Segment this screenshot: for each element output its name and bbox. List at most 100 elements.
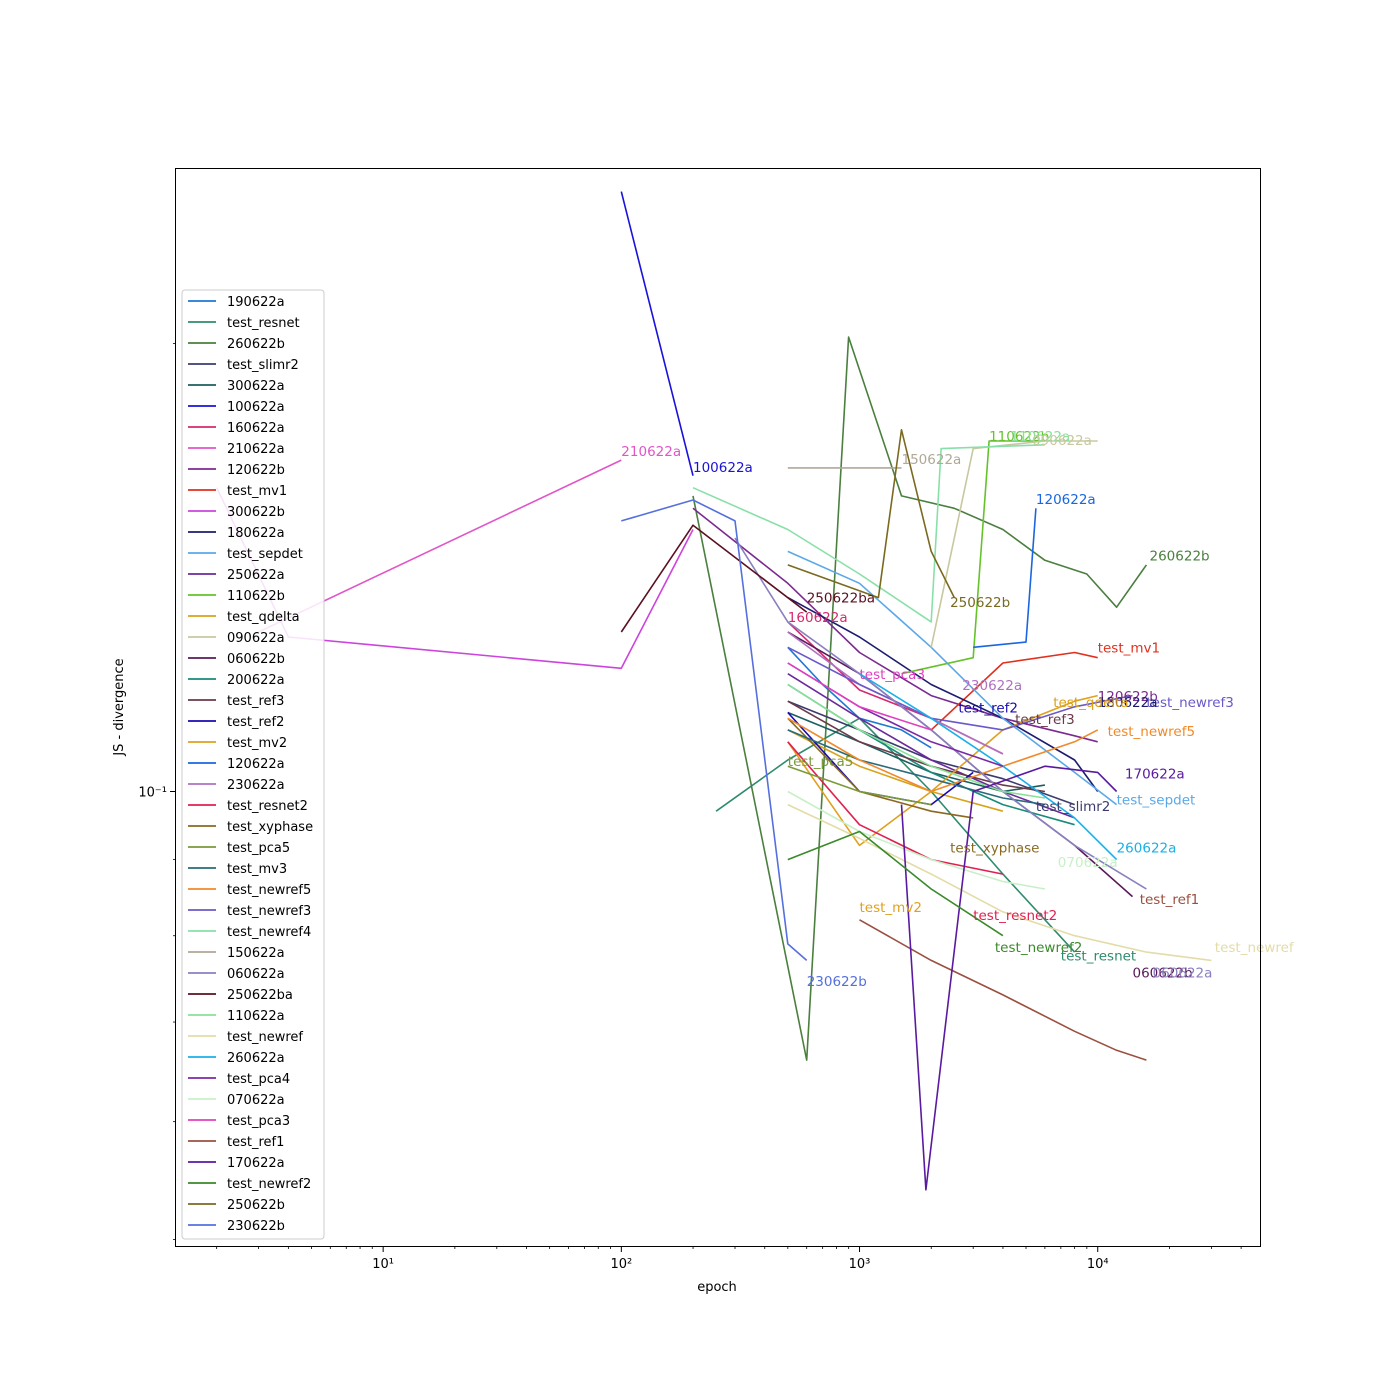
annotation-110622b: 110622b — [989, 429, 1049, 445]
annotation-test-newref3: test_newref3 — [1146, 695, 1233, 711]
y-axis: 10⁻¹ — [138, 343, 176, 1240]
legend-entry-110622b: 110622b — [188, 589, 285, 604]
legend-label: 300622b — [227, 505, 285, 520]
legend-label: test_mv1 — [227, 484, 287, 499]
legend-label: 060622a — [227, 967, 285, 982]
legend-label: 100622a — [227, 400, 285, 415]
legend-entry-test-resnet: test_resnet — [188, 316, 300, 331]
legend-label: test_resnet2 — [227, 799, 308, 814]
legend: 190622a test_resnet 260622b test_slimr2 3006… — [181, 289, 325, 1240]
annotation-120622b: 120622b — [1098, 689, 1158, 705]
legend-entry-060622b: 060622b — [188, 652, 285, 667]
series-line-250622ba — [620, 524, 808, 633]
legend-label: test_qdelta — [227, 610, 300, 625]
annotation-230622a: 230622a — [962, 678, 1022, 694]
legend-label: test_mv2 — [227, 736, 287, 751]
legend-label: 120622a — [227, 757, 285, 772]
annotation-test-mv2: test_mv2 — [860, 900, 922, 916]
legend-label: 260622a — [227, 1051, 285, 1066]
annotation-test-resnet2: test_resnet2 — [973, 908, 1057, 924]
legend-label: test_xyphase — [227, 820, 313, 835]
legend-entry-test-slimr2: test_slimr2 — [188, 358, 299, 373]
legend-label: test_ref1 — [227, 1135, 284, 1150]
legend-label: test_ref3 — [227, 694, 284, 709]
series-line-test-pca5 — [787, 765, 932, 806]
legend-entry-230622b: 230622b — [188, 1219, 285, 1234]
series-line-test-resnet — [715, 717, 1076, 953]
legend-entry-210622a: 210622a — [188, 442, 285, 457]
legend-entry-test-sepdet: test_sepdet — [188, 547, 303, 562]
plot-frame — [175, 168, 1261, 1247]
y-axis-label: JS - divergence — [112, 658, 127, 756]
annotation-260622b: 260622b — [1150, 548, 1210, 564]
series-line-test-qdelta — [787, 729, 1004, 812]
legend-label: test_newref3 — [227, 904, 311, 919]
series-line-test-newref — [787, 803, 1212, 962]
legend-label: test_pca3 — [227, 1114, 290, 1129]
legend-label: 210622a — [227, 442, 285, 457]
legend-label: 250622a — [227, 568, 285, 583]
legend-entry-test-ref3: test_ref3 — [188, 694, 284, 709]
series-line-110622a — [787, 683, 1046, 799]
legend-entry-test-pca4: test_pca4 — [188, 1072, 290, 1087]
legend-entry-test-newref3: test_newref3 — [188, 904, 311, 919]
series-line-test-newref3 — [787, 646, 1133, 731]
annotation-test-ref1: test_ref1 — [1140, 892, 1200, 908]
legend-entry-test-qdelta: test_qdelta — [188, 610, 300, 625]
series-line-180622a — [787, 596, 1099, 792]
x-axis-label: epoch — [697, 1280, 737, 1295]
series-line-250622b — [787, 428, 956, 599]
x-tick-label: 10¹ — [372, 1257, 394, 1272]
legend-entry-120622a: 120622a — [188, 757, 285, 772]
annotation-170622a: 170622a — [1125, 767, 1185, 783]
annotation-120622a: 120622a — [1036, 492, 1096, 508]
legend-label: 110622a — [227, 1009, 285, 1024]
annotation-070622a: 070622a — [1058, 855, 1118, 871]
series-line-120622a — [973, 508, 1037, 649]
annotation-test-mv1: test_mv1 — [1098, 641, 1160, 657]
legend-label: 090622a — [227, 631, 285, 646]
legend-label: 110622b — [227, 589, 285, 604]
annotation-layer: 210622a 100622a 150622a 110622b110622a09062… — [621, 429, 1295, 990]
series-line-test-newref4 — [692, 444, 1045, 623]
annotation-230622b: 230622b — [807, 974, 867, 990]
legend-label: test_pca4 — [227, 1072, 290, 1087]
legend-entry-260622a: 260622a — [188, 1051, 285, 1066]
x-tick-label: 10⁴ — [1087, 1257, 1109, 1272]
legend-frame — [181, 289, 325, 1240]
annotation-060622b: 060622b — [1133, 965, 1193, 981]
annotation-180622a: 180622a — [1098, 695, 1158, 711]
legend-entry-100622a: 100622a — [188, 400, 285, 415]
legend-entry-170622a: 170622a — [188, 1156, 285, 1171]
x-tick-label: 10³ — [849, 1257, 871, 1272]
legend-entry-test-pca3: test_pca3 — [188, 1114, 290, 1129]
series-line-100622a — [620, 191, 694, 476]
legend-label: test_sepdet — [227, 547, 303, 562]
annotation-090622a: 090622a — [1032, 433, 1092, 449]
legend-entry-test-newref: test_newref — [188, 1030, 303, 1045]
series-line-test-pca3 — [787, 662, 932, 731]
legend-items: 190622a test_resnet 260622b test_slimr2 3006… — [188, 295, 313, 1234]
legend-label: 120622b — [227, 463, 285, 478]
annotation-210622a: 210622a — [621, 444, 681, 460]
legend-entry-180622a: 180622a — [188, 526, 285, 541]
series-line-test-mv1 — [930, 651, 1098, 731]
annotation-test-qdelta: test_qdelta — [1053, 695, 1128, 711]
legend-label: 250622b — [227, 1198, 285, 1213]
annotation-250622b: 250622b — [950, 595, 1010, 611]
legend-entry-test-newref5: test_newref5 — [188, 883, 311, 898]
legend-label: test_newref5 — [227, 883, 311, 898]
legend-entry-test-xyphase: test_xyphase — [188, 820, 313, 835]
legend-entry-test-newref4: test_newref4 — [188, 925, 311, 940]
legend-entry-200622a: 200622a — [188, 673, 285, 688]
annotation-test-ref3: test_ref3 — [1015, 712, 1075, 728]
legend-entry-260622b: 260622b — [188, 337, 285, 352]
legend-label: 070622a — [227, 1093, 285, 1108]
legend-label: test_pca5 — [227, 841, 290, 856]
legend-label: 180622a — [227, 526, 285, 541]
legend-entry-090622a: 090622a — [188, 631, 285, 646]
annotation-test-newref: test_newref — [1215, 940, 1295, 956]
legend-entry-150622a: 150622a — [188, 946, 285, 961]
legend-entry-070622a: 070622a — [188, 1093, 285, 1108]
